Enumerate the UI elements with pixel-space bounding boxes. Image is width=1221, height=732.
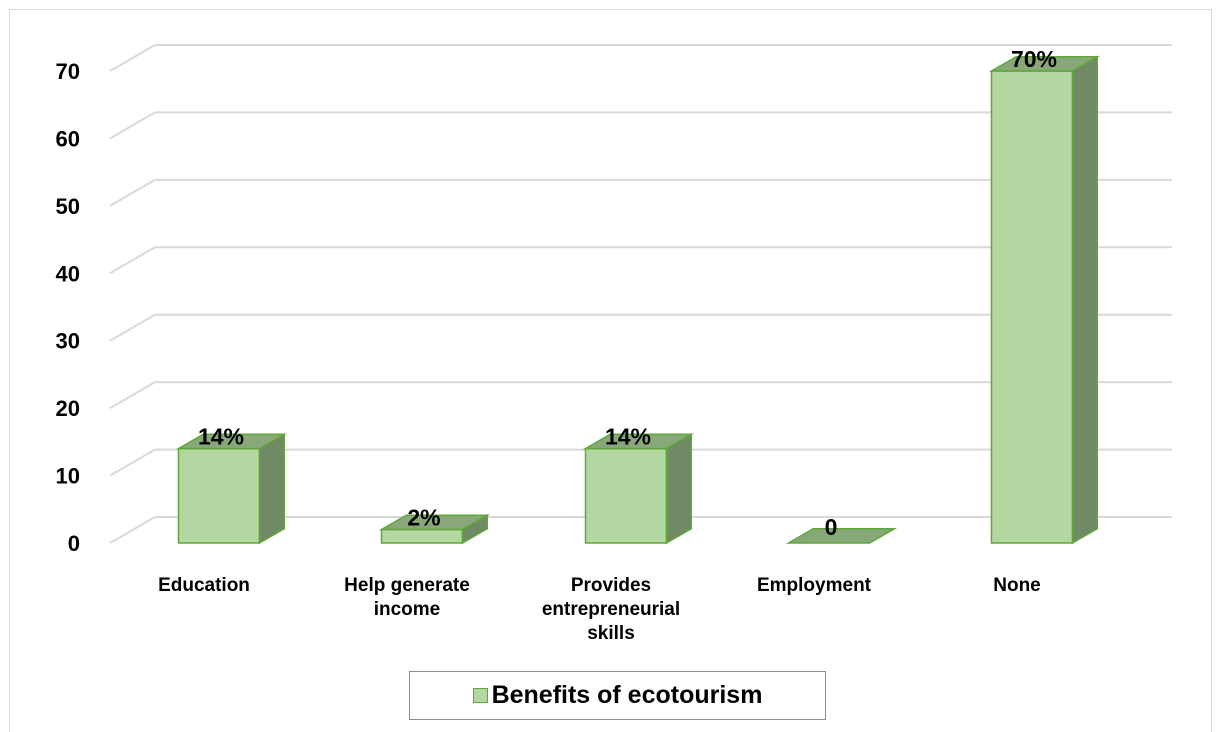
data-label: 2% [407,505,440,531]
gridline-slant [109,246,156,275]
legend-swatch [472,688,488,703]
bar-top [582,433,695,450]
bar-side [258,433,285,545]
bar-top [175,433,288,450]
data-labels: 14% 2% 14% 0 70% [198,46,1057,540]
x-category-label: Education [158,575,250,596]
bars [175,55,1101,545]
y-tick-label: 0 [68,531,80,556]
bar-employment [785,527,898,544]
gridline-slant [109,178,156,207]
legend: Benefits of ecotourism [409,671,826,720]
data-label: 0 [825,514,838,540]
data-label: 70% [1011,46,1057,72]
bar-side [665,433,692,545]
y-axis-ticks: 0 10 20 30 40 50 60 70 [56,59,80,556]
gridline-slant [109,516,156,544]
gridline-slant [109,448,156,477]
bar-top [378,514,491,531]
x-category-label: None [993,575,1041,596]
bar-education [175,433,288,545]
bar-front [177,447,261,544]
bar-help-generate-income [378,513,491,545]
gridline-slant [109,381,156,410]
bar-none [988,55,1101,545]
y-tick-label: 40 [56,261,80,286]
bar-front [380,528,464,544]
x-axis-categories: Education Help generate income Provides entr… [158,575,1041,644]
bar-front [990,70,1074,544]
chart-frame [9,9,1212,732]
data-label: 14% [605,424,651,450]
gridline-slant [109,313,156,342]
y-tick-label: 10 [56,464,80,489]
x-category-label: Help generate income [344,575,470,620]
bar-top [988,55,1101,72]
y-tick-label: 70 [56,59,80,84]
y-tick-label: 20 [56,396,80,421]
bar-provides-entrepreneurial-skills [582,433,695,545]
y-tick-label: 50 [56,194,80,219]
bar-side [1071,55,1098,545]
y-tick-label: 60 [56,126,80,151]
gridline-slant [109,111,156,140]
y-tick-label: 30 [56,329,80,354]
gridline-slant [109,44,156,72]
x-category-label: Provides entrepreneurial skills [542,575,680,644]
x-category-label: Employment [757,575,872,596]
legend-label: Benefits of ecotourism [491,681,763,709]
bar-front [584,447,668,544]
data-label: 14% [198,424,244,450]
bar-top [785,527,898,544]
